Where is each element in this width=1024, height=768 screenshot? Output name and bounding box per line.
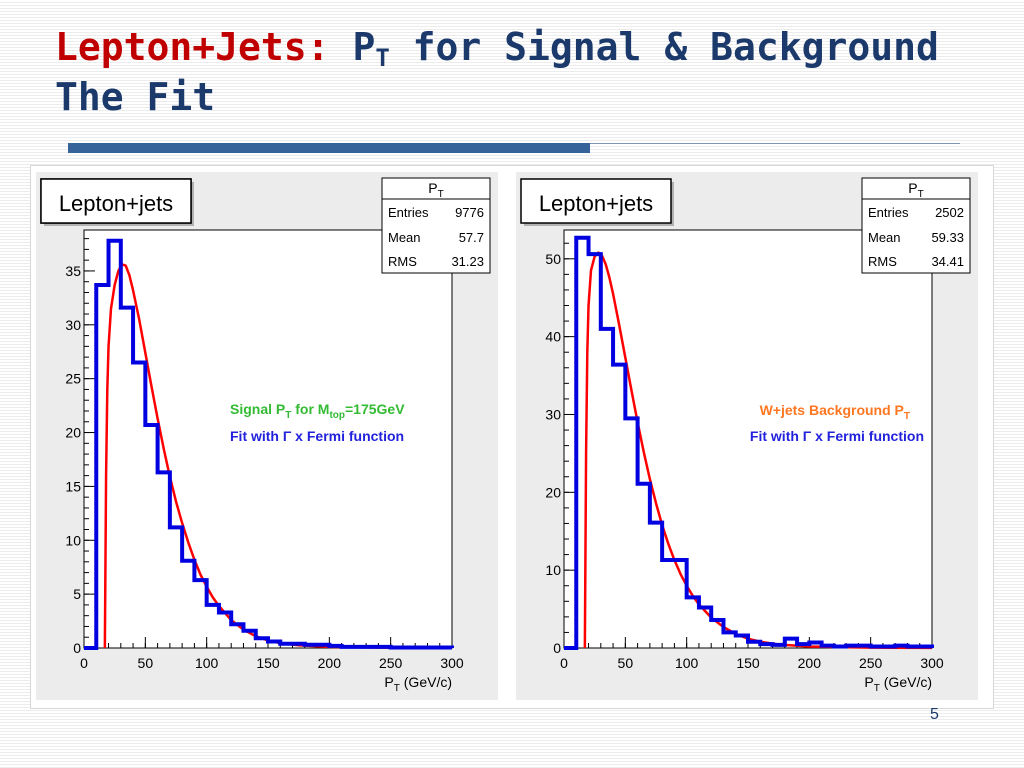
slide-title-line2: The Fit [55,75,216,119]
signal-hist-title: Lepton+jets [59,191,173,216]
background-x-tick-label: 0 [560,655,568,671]
signal-plot: 0 50 100 150 200 250 300 0 5 10 15 20 25 30 35 Lepton+… [36,172,498,700]
signal-y-tick-label: 15 [65,478,81,494]
background-rms-value: 34.41 [931,254,964,269]
background-histogram-group [564,235,934,650]
background-y-tick-label: 30 [545,406,561,422]
background-histogram-outline [564,235,934,650]
background-y-tick-label: 10 [545,562,561,578]
signal-rms-label: RMS [388,254,417,269]
signal-histogram-group [84,238,454,650]
slide-title-p: P [352,25,376,69]
signal-mean-label: Mean [388,230,421,245]
background-x-tick-label: 50 [618,655,634,671]
title-underline-thick [68,143,590,153]
signal-x-tick-label: 300 [440,655,464,671]
signal-entries-label: Entries [388,205,429,220]
background-y-tick-label: 0 [553,640,561,656]
signal-x-tick-label: 150 [256,655,280,671]
background-x-tick-label: 150 [736,655,760,671]
signal-y-tick-label: 10 [65,532,81,548]
signal-histogram-outline [84,238,454,650]
signal-y-tick-label: 30 [65,317,81,333]
background-x-tick-label: 300 [920,655,944,671]
signal-rms-value: 31.23 [451,254,484,269]
background-stats-name: PT [908,180,923,200]
background-annotation-line2: Fit with Γ x Fermi function [750,428,924,444]
background-mean-value: 59.33 [931,230,964,245]
signal-stats-box: PT Entries 9776 Mean 57.7 RMS 31.23 [381,177,491,274]
background-title-box: Lepton+jets [520,178,674,226]
background-entries-label: Entries [868,205,909,220]
signal-plot-area [83,229,453,649]
background-plot-svg: 0 50 100 150 200 250 300 0 10 20 30 40 50 Lepton+jet… [516,172,978,700]
signal-plot-svg: 0 50 100 150 200 250 300 0 5 10 15 20 25 30 35 Lepton+… [36,172,498,700]
background-rms-label: RMS [868,254,897,269]
signal-x-tick-label: 0 [80,655,88,671]
signal-x-tick-label: 100 [195,655,219,671]
signal-y-tick-label: 0 [73,640,81,656]
background-plot-area [563,229,933,649]
background-hist-title: Lepton+jets [539,191,653,216]
signal-annotation-line2: Fit with Γ x Fermi function [230,428,404,444]
signal-x-tick-label: 250 [379,655,403,671]
signal-x-tick-label: 200 [318,655,342,671]
signal-title-box: Lepton+jets [40,178,194,226]
signal-x-tick-label: 50 [138,655,154,671]
slide-title: Lepton+Jets: PT for Signal & Background T… [55,22,939,122]
title-underline-thin [590,143,960,144]
background-y-tick-label: 50 [545,251,561,267]
background-y-tick-label: 40 [545,329,561,345]
signal-y-tick-label: 5 [73,586,81,602]
background-x-tick-label: 200 [798,655,822,671]
signal-y-tick-label: 25 [65,371,81,387]
background-y-tick-label: 20 [545,484,561,500]
background-annotation-line1: W+jets Background PT [760,402,910,422]
background-mean-label: Mean [868,230,901,245]
signal-stats-name: PT [428,180,443,200]
background-axis-ticks: 0 50 100 150 200 250 300 0 10 20 30 40 50 [545,242,944,671]
signal-y-tick-label: 35 [65,263,81,279]
background-x-tick-label: 100 [675,655,699,671]
slide-title-rest: for Signal & Background [389,25,939,69]
signal-annotation-line1: Signal PT for Mtop=175GeV [230,401,405,421]
slide-title-red: Lepton+Jets: [55,25,330,69]
background-stats-box: PT Entries 2502 Mean 59.33 RMS 34.41 [861,177,971,274]
background-plot: 0 50 100 150 200 250 300 0 10 20 30 40 50 Lepton+jet… [516,172,978,700]
signal-mean-value: 57.7 [459,230,484,245]
signal-entries-value: 9776 [455,205,484,220]
signal-axis-ticks: 0 50 100 150 200 250 300 0 5 10 15 20 25 30 35 [65,238,464,671]
signal-y-tick-label: 20 [65,425,81,441]
slide-title-sub: T [375,44,390,72]
signal-x-axis-label: PT (GeV/c) [384,674,452,694]
page-number: 5 [930,706,939,723]
background-x-axis-label: PT (GeV/c) [864,674,932,694]
background-entries-value: 2502 [935,205,964,220]
background-x-tick-label: 250 [859,655,883,671]
